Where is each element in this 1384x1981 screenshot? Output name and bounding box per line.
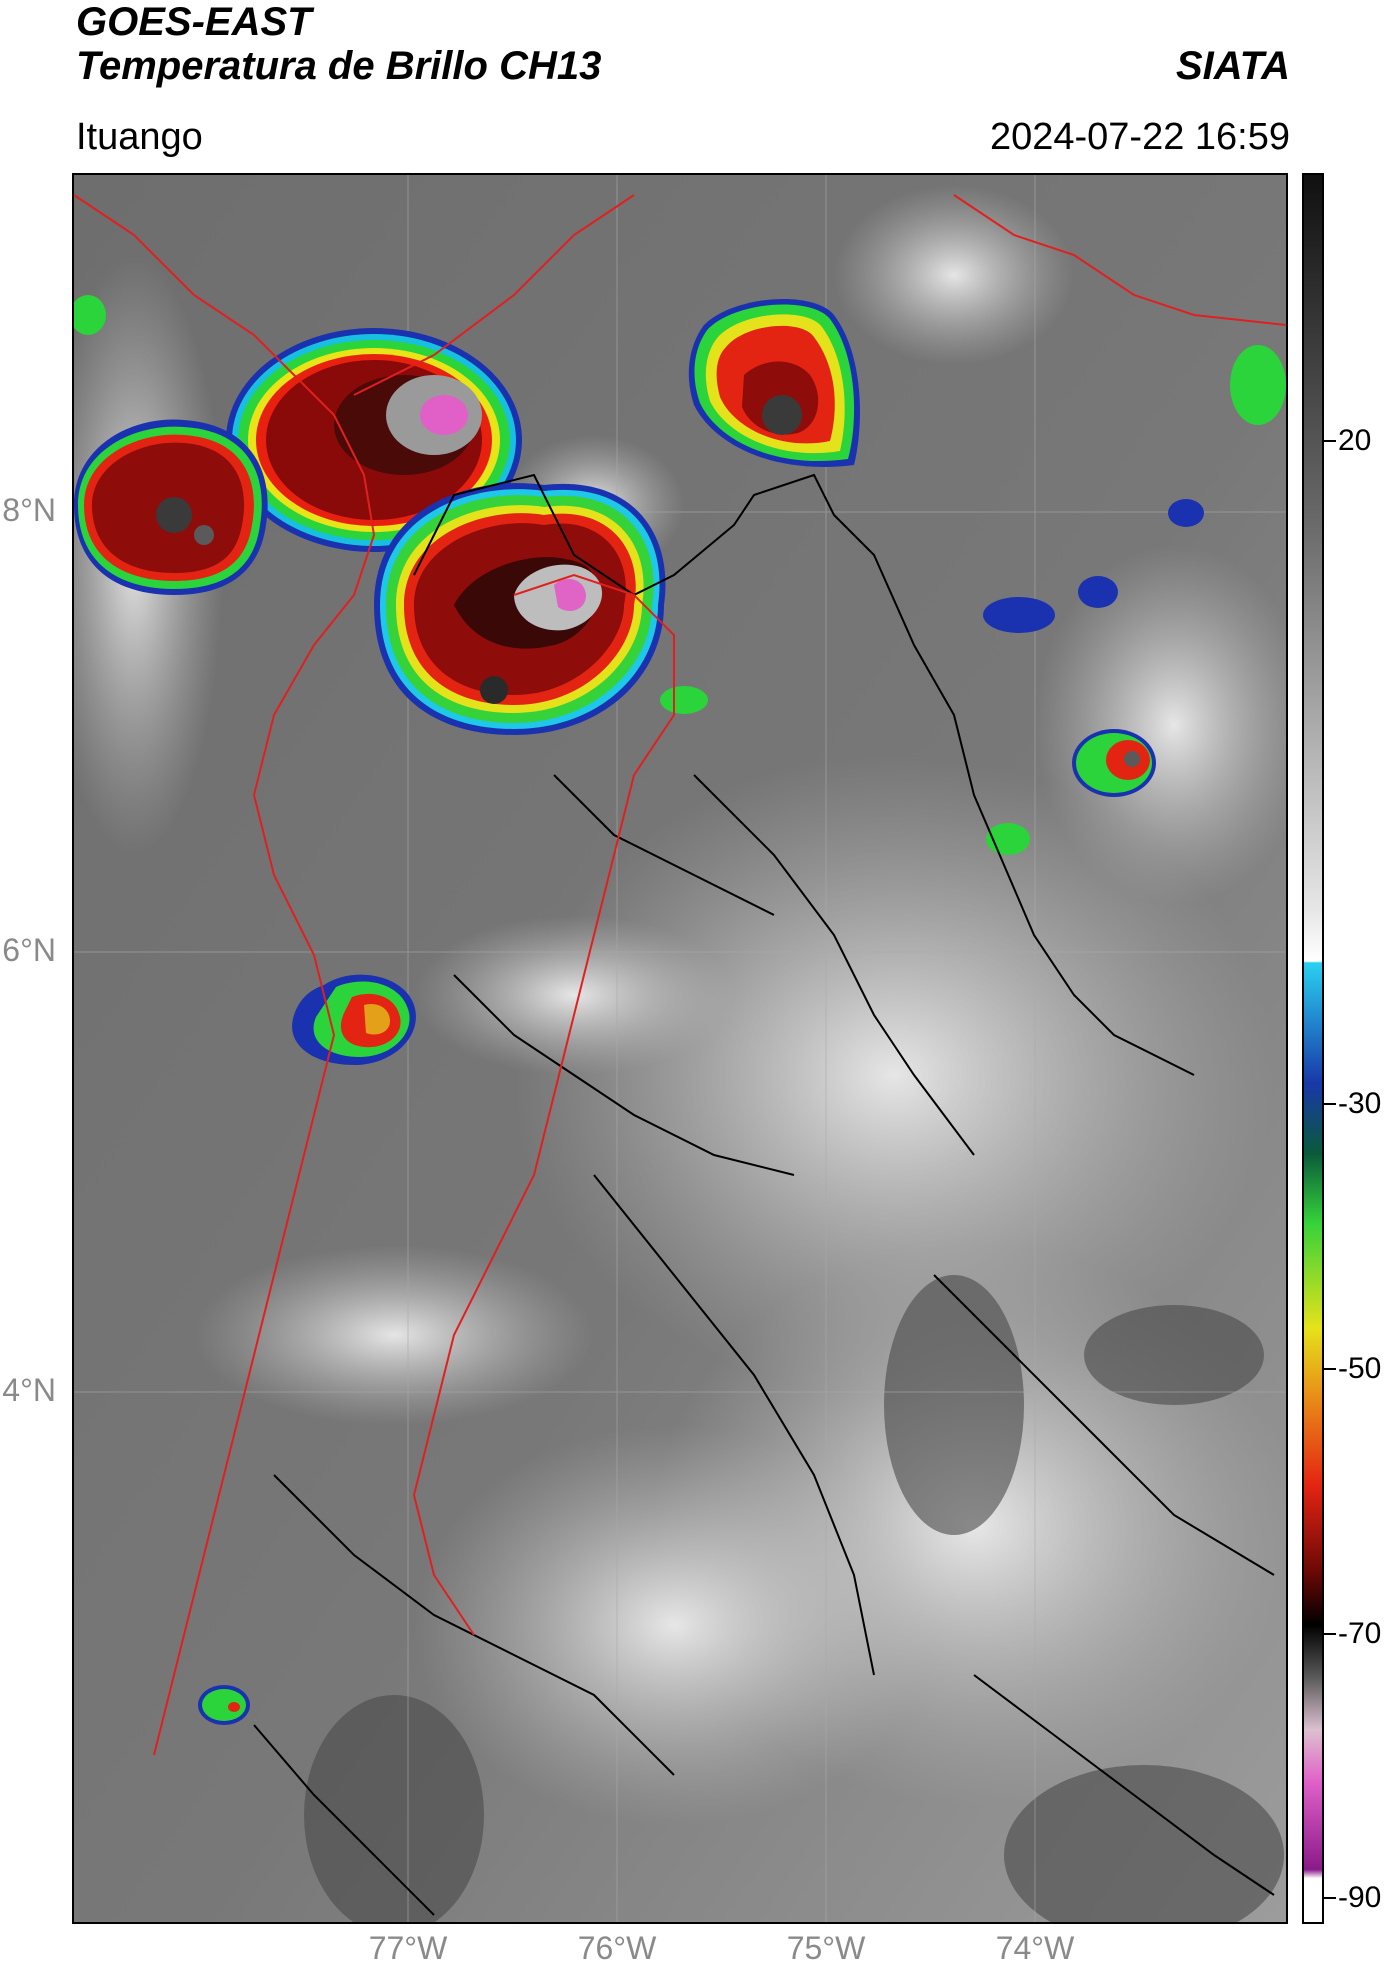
borders-regional <box>253 473 1275 1916</box>
colorbar-tick-minus50 <box>1322 1368 1336 1370</box>
lon-label-74w: 74°W <box>995 1930 1075 1966</box>
dark-regions <box>304 1275 1284 1922</box>
colorbar-gradient <box>1304 175 1322 1922</box>
location-label: Ituango <box>76 116 203 158</box>
brand-label: SIATA <box>1175 44 1290 88</box>
lat-label-6: 6°N <box>2 932 56 968</box>
storm-cell-northeast <box>688 298 860 467</box>
colorbar-tick-minus70 <box>1322 1633 1336 1635</box>
colorbar-label-20: 20 <box>1338 424 1372 457</box>
lon-label-75w: 75°W <box>786 1930 866 1966</box>
colorbar-label-minus90: -90 <box>1338 1881 1382 1914</box>
storm-cell-southwest <box>292 974 416 1065</box>
lon-label-76w: 76°W <box>577 1930 657 1966</box>
map-title-line1: GOES-EAST <box>76 0 312 44</box>
storm-cell-main <box>374 483 666 735</box>
borders-national <box>74 194 1286 1756</box>
colorbar-label-minus50: -50 <box>1338 1352 1382 1385</box>
lat-label-4: 4°N <box>2 1372 56 1408</box>
storm-cell-northwest <box>74 419 268 595</box>
storm-overlays <box>74 194 1286 1916</box>
storm-cell-east <box>1072 729 1156 797</box>
satellite-map[interactable] <box>72 173 1288 1924</box>
lon-label-77w: 77°W <box>368 1930 448 1966</box>
colorbar-tick-minus30 <box>1322 1103 1336 1105</box>
lat-label-8: 8°N <box>2 492 56 528</box>
datetime-label: 2024-07-22 16:59 <box>989 116 1290 158</box>
cloud-field <box>74 185 1286 1825</box>
colorbar-label-minus30: -30 <box>1338 1087 1382 1120</box>
colorbar-tick-20 <box>1322 440 1336 442</box>
small-cells <box>74 295 1286 1725</box>
temperature-colorbar <box>1302 173 1324 1924</box>
colorbar-label-minus70: -70 <box>1338 1617 1382 1650</box>
map-title-line2: Temperatura de Brillo CH13 <box>76 44 602 88</box>
colorbar-tick-minus90 <box>1322 1897 1336 1899</box>
